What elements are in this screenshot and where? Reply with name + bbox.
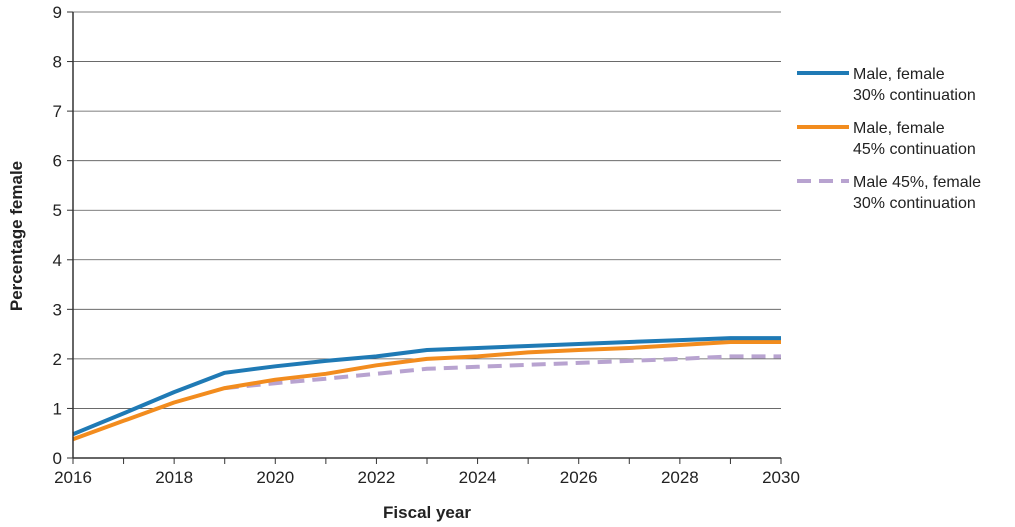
y-tick-label-6: 6 [53,152,62,171]
y-tick-label-7: 7 [53,102,62,121]
x-tick-label-2016: 2016 [54,468,92,487]
x-tick-label-2026: 2026 [560,468,598,487]
x-tick-label-2024: 2024 [459,468,497,487]
y-tick-label-3: 3 [53,300,62,319]
x-tick-label-2020: 2020 [256,468,294,487]
x-tick-label-2022: 2022 [358,468,396,487]
legend-label-1-line-2: 30% continuation [853,87,976,104]
y-tick-label-4: 4 [53,251,62,270]
legend-label-2-line-1: Male, female [853,120,945,137]
series-line-3 [224,354,781,391]
x-axis-title: Fiscal year [383,503,471,522]
series-lines [72,336,781,442]
x-tick-label-2018: 2018 [155,468,193,487]
legend: Male, female 30% continuation Male, female… [797,66,981,212]
y-tick-label-5: 5 [53,201,62,220]
y-tick-label-1: 1 [53,399,62,418]
legend-label-3-line-2: 30% continuation [853,195,976,212]
axes [67,11,782,464]
tick-labels: 0 1 2 3 4 5 6 7 8 9 2016 2018 2020 2022 2024 2026 2028 20… [53,3,800,487]
series-line-1 [72,336,781,437]
y-tick-label-0: 0 [53,449,62,468]
x-tick-label-2028: 2028 [661,468,699,487]
series-line-2 [72,340,781,442]
x-tick-label-2030: 2030 [762,468,800,487]
legend-label-2-line-2: 45% continuation [853,141,976,158]
grid-lines [73,11,781,409]
legend-label-1-line-1: Male, female [853,66,945,83]
legend-label-3-line-1: Male 45%, female [853,174,981,191]
y-tick-label-2: 2 [53,350,62,369]
y-tick-label-8: 8 [53,53,62,72]
y-axis-title: Percentage female [7,161,26,311]
y-tick-label-9: 9 [53,3,62,22]
